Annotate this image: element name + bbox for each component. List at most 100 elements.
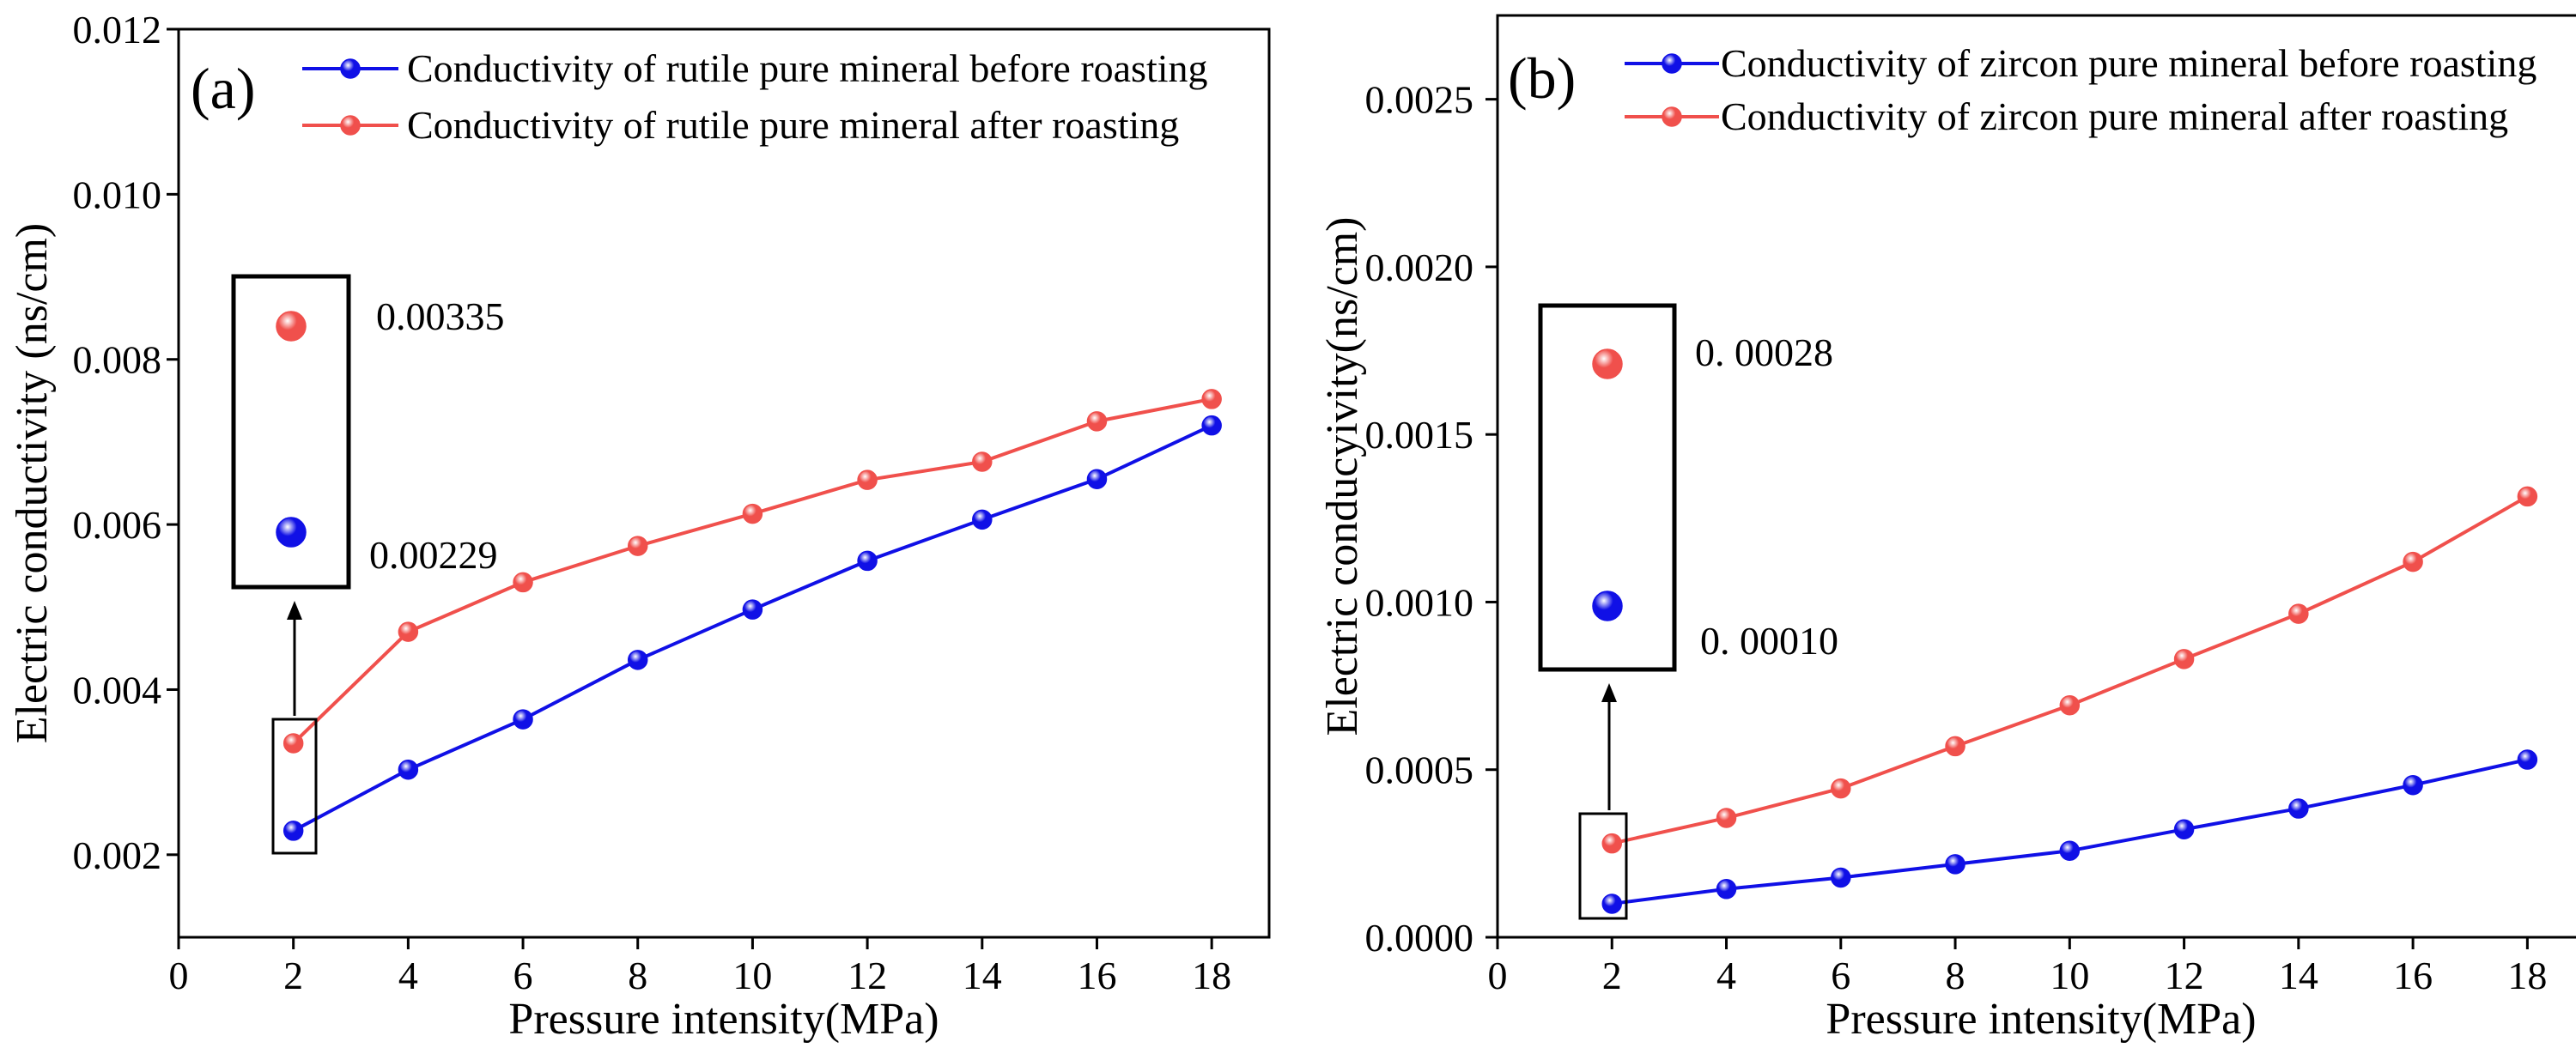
- legend: Conductivity of rutile pure mineral befo…: [302, 46, 1208, 147]
- data-point-after: [2288, 603, 2309, 624]
- x-tick-label: 8: [1946, 954, 1965, 997]
- x-tick-label: 14: [963, 954, 1002, 997]
- data-point-before: [2403, 774, 2423, 796]
- data-point-before: [1831, 867, 1851, 888]
- y-tick-label: 0.0015: [1365, 413, 1474, 457]
- data-point-before: [513, 709, 533, 730]
- y-tick-label: 0.0000: [1365, 916, 1474, 960]
- callout-value-after: 0.00335: [376, 294, 505, 338]
- data-point-after: [2403, 551, 2423, 572]
- x-tick-label: 6: [1831, 954, 1850, 997]
- legend-entry: Conductivity of zircon pure mineral befo…: [1721, 41, 2537, 85]
- data-point-before: [857, 550, 878, 572]
- series-line-before: [1612, 758, 2528, 906]
- data-point-after: [283, 733, 304, 754]
- chart-panel-b: 0 2 4 6 8 10 12 14 16 18 0.0000 0.0005 0.0010 0.0015 0…: [1318, 14, 2576, 1044]
- data-point-before: [2059, 840, 2081, 861]
- legend-entry: Conductivity of zircon pure mineral afte…: [1721, 94, 2508, 138]
- data-point-before: [1716, 879, 1737, 900]
- y-tick-label: 0.006: [73, 503, 162, 547]
- data-point-before: [2517, 749, 2538, 770]
- legend: Conductivity of zircon pure mineral befo…: [1625, 41, 2537, 138]
- data-point-after: [972, 451, 993, 472]
- y-axis-title: Electric conductivity (ns/cm): [8, 223, 57, 743]
- x-tick-label: 14: [2279, 954, 2318, 997]
- x-axis-title: Pressure intensity(MPa): [508, 995, 939, 1044]
- data-point-before: [2173, 819, 2195, 839]
- legend-entry: Conductivity of rutile pure mineral befo…: [407, 46, 1208, 90]
- data-point-after: [742, 503, 763, 524]
- x-tick-label: 16: [2393, 954, 2433, 997]
- legend-marker: [340, 58, 361, 79]
- data-point-after: [1945, 736, 1965, 757]
- y-tick-label: 0.002: [73, 833, 162, 877]
- legend-marker: [340, 115, 361, 136]
- data-point-after: [1201, 389, 1222, 409]
- data-point-before: [2288, 798, 2309, 819]
- x-tick-label: 0: [169, 954, 189, 997]
- x-tick-label: 18: [2507, 954, 2547, 997]
- data-point-after: [2059, 694, 2081, 716]
- callout-marker-before: [1592, 591, 1623, 621]
- data-point-after: [2173, 649, 2195, 669]
- y-tick-label: 0.0025: [1365, 78, 1474, 122]
- y-tick-label: 0.008: [73, 338, 162, 382]
- callout-marker-after: [276, 311, 307, 342]
- plot-frame: [1496, 14, 2576, 939]
- y-tick-label: 0.012: [73, 8, 162, 51]
- panel-label: (b): [1508, 45, 1576, 111]
- legend-marker: [1662, 106, 1682, 127]
- x-tick-label: 6: [513, 954, 533, 997]
- callout-marker-before: [276, 517, 307, 548]
- data-point-after: [857, 469, 878, 490]
- data-point-after: [1831, 778, 1851, 799]
- highlight-box: [271, 718, 318, 855]
- data-point-before: [627, 650, 648, 670]
- x-tick-label: 12: [848, 954, 887, 997]
- data-point-after: [1086, 411, 1108, 432]
- x-tick-label: 4: [1716, 954, 1736, 997]
- x-axis-title: Pressure intensity(MPa): [1826, 995, 2256, 1044]
- x-tick-label: 10: [2050, 954, 2089, 997]
- data-point-before: [1201, 415, 1222, 436]
- x-tick-label: 10: [732, 954, 772, 997]
- y-tick-label: 0.004: [73, 668, 162, 712]
- highlight-box: [1578, 812, 1628, 920]
- data-point-before: [1086, 469, 1108, 489]
- y-tick-label: 0.0005: [1365, 748, 1474, 792]
- arrow-head: [287, 601, 302, 620]
- x-tick-label: 4: [398, 954, 418, 997]
- data-point-after: [1716, 808, 1737, 828]
- y-tick-label: 0.0010: [1365, 580, 1474, 624]
- data-point-before: [742, 599, 763, 620]
- plot-frame: [177, 27, 1271, 939]
- callout-value-before: 0. 00010: [1700, 619, 1838, 663]
- data-point-after: [2517, 486, 2538, 507]
- x-tick-label: 16: [1077, 954, 1116, 997]
- y-tick-label: 0.010: [73, 173, 162, 216]
- data-point-before: [1945, 854, 1965, 875]
- y-tick-label: 0.0020: [1365, 245, 1474, 289]
- series-line-before: [292, 423, 1213, 833]
- data-point-before: [1601, 893, 1623, 914]
- data-point-after: [398, 621, 419, 642]
- x-tick-label: 18: [1192, 954, 1231, 997]
- data-point-after: [627, 536, 648, 556]
- data-point-after: [1601, 833, 1623, 854]
- data-point-before: [398, 760, 419, 780]
- callout-value-after: 0. 00028: [1695, 330, 1833, 374]
- panel-label: (a): [191, 56, 255, 121]
- arrow-head: [1601, 683, 1617, 702]
- legend-marker: [1662, 53, 1682, 74]
- data-point-before: [283, 821, 304, 841]
- callout-value-before: 0.00229: [369, 533, 498, 577]
- data-point-before: [972, 509, 993, 530]
- callout-marker-after: [1592, 348, 1623, 379]
- x-tick-label: 2: [283, 954, 303, 997]
- y-axis-title: Electric conducyivity(ns/cm): [1318, 216, 1367, 736]
- chart-panel-a: 0 2 4 6 8 10 12 14 16 18 0.002 0.004 0.006 0.008 0.010…: [8, 8, 1271, 1044]
- x-tick-label: 0: [1488, 954, 1508, 997]
- x-tick-label: 2: [1602, 954, 1622, 997]
- legend-entry: Conductivity of rutile pure mineral afte…: [407, 103, 1179, 147]
